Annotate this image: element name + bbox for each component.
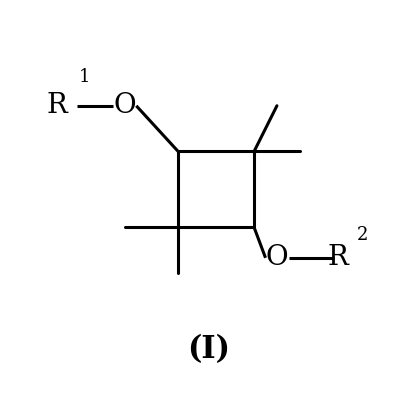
- Text: (I): (I): [187, 334, 230, 364]
- Text: R: R: [327, 244, 348, 271]
- Text: 2: 2: [357, 226, 368, 244]
- Text: O: O: [266, 244, 288, 271]
- Text: O: O: [113, 92, 136, 119]
- Text: R: R: [46, 92, 67, 119]
- Text: 1: 1: [79, 68, 91, 86]
